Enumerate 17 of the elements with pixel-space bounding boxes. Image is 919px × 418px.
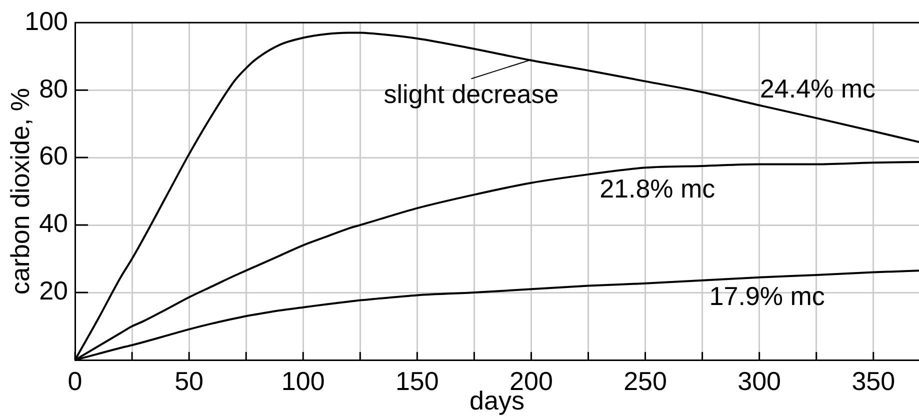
x-tick-label: 50 (174, 366, 204, 396)
y-tick-label: 20 (39, 276, 68, 306)
x-tick-label: 100 (281, 366, 325, 396)
x-tick-label: 300 (738, 366, 782, 396)
x-tick-label: 150 (395, 366, 439, 396)
series-label: 21.8% mc (600, 173, 716, 204)
x-tick-label: 350 (852, 366, 896, 396)
y-tick-label: 60 (39, 140, 68, 171)
x-tick-label: 250 (624, 366, 667, 396)
y-axis-title: carbon dioxide, % (4, 88, 35, 295)
y-tick-label: 80 (39, 73, 68, 104)
x-tick-label: 0 (68, 366, 82, 396)
series-label: 24.4% mc (760, 74, 876, 104)
annotation: slight decrease (384, 78, 559, 109)
y-tick-label: 40 (39, 208, 68, 238)
y-tick-label: 100 (24, 6, 68, 36)
series-label: 17.9% mc (709, 281, 825, 312)
